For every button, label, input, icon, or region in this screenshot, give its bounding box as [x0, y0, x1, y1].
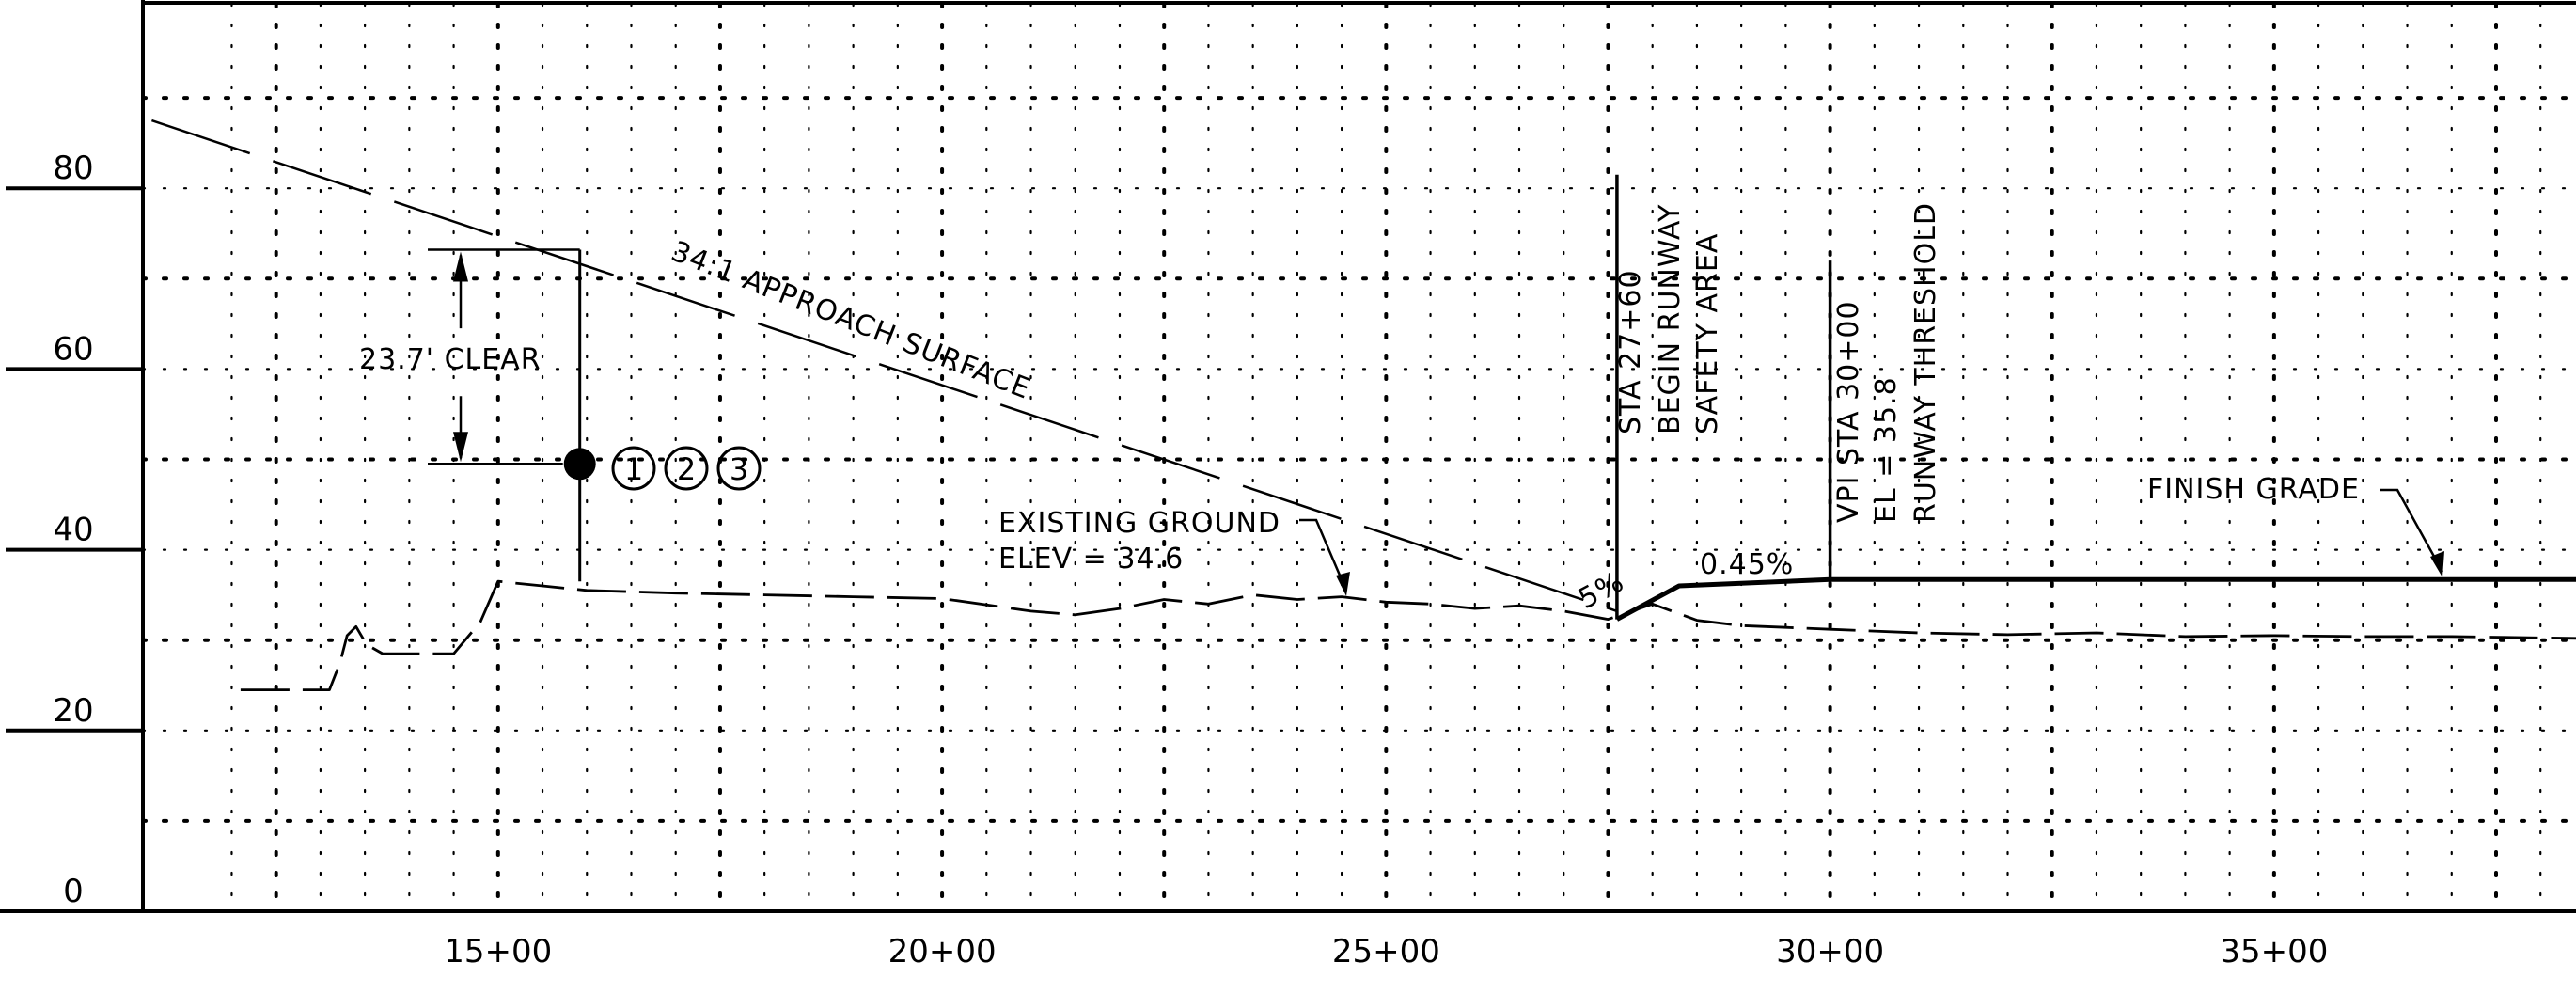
safety-area-label: SAFETY AREA [1691, 233, 1724, 434]
callout-circle-3: 3 [716, 446, 762, 491]
x-tick-label: 35+00 [2220, 933, 2328, 970]
profile-features [428, 174, 1832, 620]
existing-ground-elev-label: ELEV = 34.6 [998, 543, 1184, 576]
annotations: 23.7' CLEAR 34:1 APPROACH SURFACE EXISTI… [359, 202, 2360, 616]
existing-ground-leader [1299, 518, 1348, 592]
existing-ground-line [240, 579, 2576, 691]
finish-grade-leader [2380, 488, 2444, 573]
vpi-station-label: VPI STA 30+00 [1832, 300, 1865, 523]
callout-circles: 1 2 3 [611, 446, 762, 491]
x-tick-label: 20+00 [888, 933, 997, 970]
axes [0, 0, 2576, 913]
finish-grade-label: FINISH GRADE [2147, 473, 2360, 506]
sta-2760-label: STA 27+60 [1614, 269, 1647, 434]
y-tick-label: 40 [53, 512, 93, 549]
slope-045-label: 0.45% [1700, 548, 1794, 581]
dimension-arrow-up [453, 251, 468, 282]
finish-grade-arrowhead [2430, 551, 2444, 577]
leader-arrowheads [1336, 551, 2444, 596]
grid [141, 2, 2576, 913]
runway-threshold-label: RUNWAY THRESHOLD [1909, 202, 1942, 523]
y-tick-label: 60 [53, 330, 93, 368]
profile-lines [151, 118, 2576, 691]
leader-lines [1299, 488, 2444, 592]
callout-circle-1: 1 [611, 446, 656, 491]
obstacle-point [563, 448, 596, 481]
callout-3-text: 3 [730, 451, 748, 487]
existing-ground-label: EXISTING GROUND [998, 507, 1280, 540]
dimension-arrow-down [453, 432, 468, 463]
callout-1-text: 1 [624, 451, 643, 487]
callout-2-text: 2 [677, 451, 696, 487]
slope-5-label: 5% [1573, 565, 1629, 616]
approach-surface-label: 34:1 APPROACH SURFACE [667, 235, 1035, 406]
y-tick-label: 20 [53, 692, 93, 730]
approach-surface-line [151, 118, 1618, 613]
callout-circle-2: 2 [664, 446, 709, 491]
y-tick-label: 80 [53, 150, 93, 187]
vpi-elevation-label: EL = 35.8 [1870, 376, 1903, 523]
finish-grade-line [1615, 576, 2576, 622]
existing-ground-arrowhead [1336, 572, 1350, 596]
x-tick-label: 25+00 [1332, 933, 1440, 970]
clearance-label: 23.7' CLEAR [359, 343, 542, 376]
y-tick-label: 0 [63, 873, 84, 910]
x-tick-label: 30+00 [1776, 933, 1884, 970]
x-tick-label: 15+00 [444, 933, 552, 970]
begin-runway-label: BEGIN RUNWAY [1654, 204, 1687, 434]
tick-labels: 0 20 40 60 80 15+00 20+00 25+00 30+00 35+00 [53, 150, 2328, 970]
